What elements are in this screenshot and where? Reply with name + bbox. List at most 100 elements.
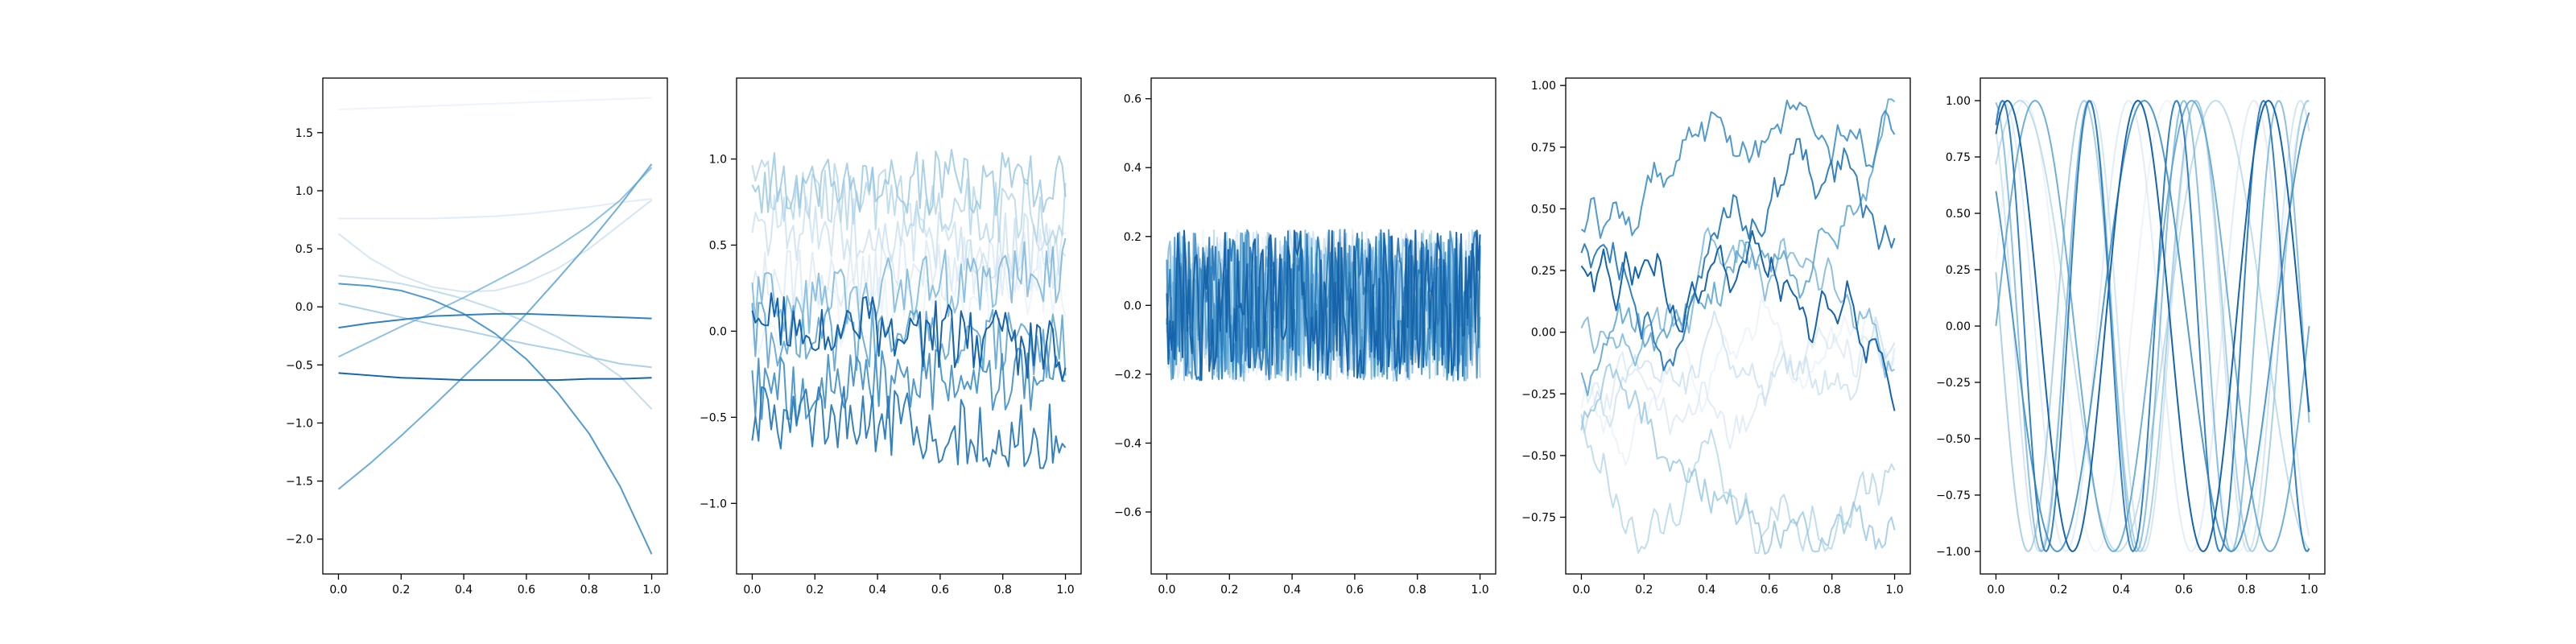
series-line-8 [1580, 99, 1896, 239]
series-line-10 [338, 372, 652, 382]
y-axis-ticks: −1.00 −0.75 −0.50 −0.25 0.00 0.25 0.50 0.75 1.00 [1936, 95, 1980, 559]
x-tick-label: 0.6 [1761, 584, 1778, 597]
series-line-4 [338, 275, 653, 410]
y-tick-label: −0.6 [1114, 506, 1141, 519]
y-tick-label: 1.5 [295, 127, 313, 140]
series-line-6 [338, 167, 653, 358]
y-tick-label: −2.0 [286, 534, 313, 547]
y-tick-label: −1.0 [286, 417, 313, 430]
plot-frame [322, 77, 668, 575]
series-line-3 [337, 199, 653, 293]
x-axis-ticks: 0.0 0.2 0.4 0.6 0.8 1.0 [1572, 574, 1904, 597]
series-line-5 [1995, 100, 2310, 552]
y-tick-label: −0.75 [1936, 489, 1971, 502]
x-tick-label: 0.8 [1409, 584, 1426, 597]
x-tick-label: 0.6 [2175, 584, 2193, 597]
series-line-2 [338, 198, 652, 220]
y-tick-label: 1.0 [709, 154, 727, 167]
y-tick-label: −0.25 [1936, 377, 1971, 390]
x-tick-label: 1.0 [1885, 584, 1903, 597]
y-tick-label: 0.0 [1124, 299, 1141, 312]
x-tick-label: 0.2 [2050, 584, 2067, 597]
series-line-1 [1580, 295, 1896, 466]
series-line-5 [1580, 363, 1896, 555]
y-tick-label: 0.00 [1531, 327, 1556, 340]
y-tick-label: −1.00 [1936, 546, 1971, 559]
y-axis-ticks: −0.6 −0.4 −0.2 0.0 0.2 0.4 0.6 [1114, 93, 1151, 519]
plot-frame [1150, 77, 1496, 575]
x-tick-label: 1.0 [1056, 584, 1074, 597]
panels: 0.0 0.2 0.4 0.6 0.8 1.0 −2.0 −1.5 −1.0 −0.5 0.0 0.5… [286, 77, 2326, 597]
series-line-8 [1995, 100, 2310, 552]
x-tick-label: 0.4 [455, 584, 473, 597]
x-tick-label: 0.8 [580, 584, 598, 597]
series-line-7 [337, 163, 653, 490]
series-line-1 [1995, 100, 2310, 552]
y-tick-label: −0.75 [1521, 512, 1556, 525]
series-line-6 [751, 237, 1067, 334]
series-lines [337, 97, 653, 555]
chart-panel-5: 0.0 0.2 0.4 0.6 0.8 1.0 −1.00 −0.75 −0.50 −0.25 0.… [1936, 77, 2326, 597]
y-tick-label: 0.0 [295, 301, 313, 314]
series-line-5 [751, 149, 1067, 217]
y-tick-label: 0.2 [1124, 231, 1141, 244]
series-line-10 [1166, 229, 1481, 382]
x-axis-ticks: 0.0 0.2 0.4 0.6 0.8 1.0 [1987, 574, 2318, 597]
x-tick-label: 0.8 [1823, 584, 1841, 597]
y-tick-label: −0.2 [1114, 369, 1141, 382]
y-tick-label: −0.50 [1521, 450, 1556, 463]
series-line-8 [751, 341, 1066, 424]
series-line-1 [338, 97, 652, 110]
x-axis-ticks: 0.0 0.2 0.4 0.6 0.8 1.0 [743, 574, 1075, 597]
y-tick-label: 0.50 [1531, 203, 1556, 216]
y-tick-label: −0.5 [700, 411, 727, 424]
x-tick-label: 0.8 [2238, 584, 2256, 597]
series-lines [1166, 229, 1481, 382]
y-axis-ticks: −0.75 −0.50 −0.25 0.00 0.25 0.50 0.75 1.00 [1521, 80, 1566, 525]
plot-frame [1565, 77, 1911, 575]
series-line-9 [1580, 138, 1896, 372]
x-axis-ticks: 0.0 0.2 0.4 0.6 0.8 1.0 [1158, 574, 1489, 597]
x-tick-label: 0.2 [392, 584, 410, 597]
series-lines [1995, 100, 2310, 552]
y-tick-label: 0.25 [1946, 264, 1971, 277]
y-tick-label: −0.4 [1114, 437, 1141, 450]
series-line-6 [1995, 100, 2310, 552]
series-line-5 [338, 302, 652, 369]
x-tick-label: 0.0 [1158, 584, 1175, 597]
series-line-10 [751, 292, 1067, 382]
y-tick-label: 0.5 [709, 239, 727, 252]
x-tick-label: 0.0 [1572, 584, 1590, 597]
series-line-2 [1995, 100, 2310, 552]
y-tick-label: −0.25 [1521, 388, 1556, 401]
series-line-4 [751, 159, 1067, 246]
x-tick-label: 0.6 [931, 584, 949, 597]
x-tick-label: 0.2 [1635, 584, 1653, 597]
x-tick-label: 1.0 [2300, 584, 2318, 597]
series-line-9 [1995, 100, 2310, 552]
y-tick-label: −1.5 [286, 476, 313, 489]
y-tick-label: 0.50 [1946, 208, 1971, 221]
x-tick-label: 0.6 [1346, 584, 1364, 597]
y-tick-label: 0.5 [295, 243, 313, 256]
series-line-10 [1995, 100, 2310, 552]
x-tick-label: 0.8 [994, 584, 1012, 597]
series-line-9 [338, 312, 652, 329]
y-tick-label: 1.00 [1531, 80, 1556, 93]
y-axis-ticks: −2.0 −1.5 −1.0 −0.5 0.0 0.5 1.0 1.5 [286, 127, 323, 547]
x-tick-label: 0.0 [329, 584, 347, 597]
series-line-6 [1580, 227, 1895, 378]
x-tick-label: 0.4 [2112, 584, 2130, 597]
chart-panel-2: 0.0 0.2 0.4 0.6 0.8 1.0 −1.0 −0.5 0.0 0.5 1.0 [700, 77, 1082, 597]
y-tick-label: −0.50 [1936, 433, 1971, 446]
x-tick-label: 1.0 [1471, 584, 1488, 597]
series-line-7 [1995, 100, 2310, 552]
x-tick-label: 0.4 [869, 584, 886, 597]
chart-panel-3: 0.0 0.2 0.4 0.6 0.8 1.0−0.6−0.4−0.20.00.20.40… [1114, 77, 1496, 597]
y-tick-label: 0.4 [1124, 162, 1141, 175]
series-line-9 [751, 386, 1067, 469]
y-tick-label: 1.0 [295, 185, 313, 198]
y-axis-ticks: −1.0 −0.5 0.0 0.5 1.0 [700, 154, 737, 510]
series-line-8 [338, 283, 653, 555]
